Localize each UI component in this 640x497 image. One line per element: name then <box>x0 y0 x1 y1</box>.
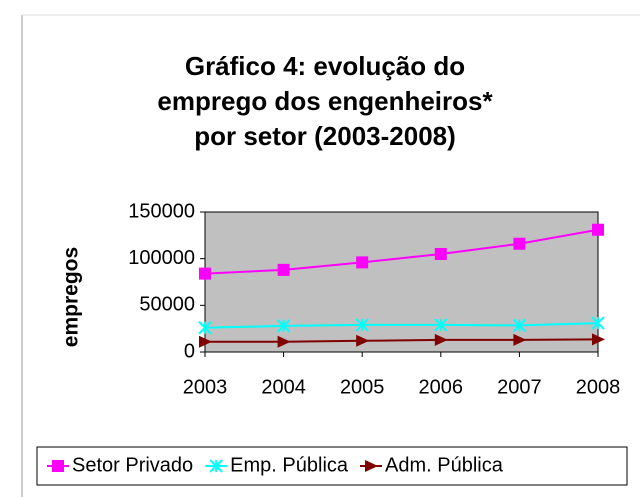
x-tick-label: 2007 <box>497 376 542 398</box>
marker <box>52 460 64 472</box>
chart-title: por setor (2003-2008) <box>194 121 456 151</box>
marker <box>513 333 527 346</box>
legend-label: Emp. Pública <box>230 454 349 476</box>
chart-title: Gráfico 4: evolução do <box>185 51 465 81</box>
x-tick-label: 2008 <box>576 376 621 398</box>
marker <box>198 321 212 335</box>
marker <box>513 237 526 250</box>
marker <box>434 248 447 260</box>
marker <box>276 319 291 333</box>
marker <box>434 318 448 332</box>
marker <box>355 318 369 332</box>
y-tick-label: 50000 <box>139 294 195 316</box>
x-tick-label: 2004 <box>261 376 306 398</box>
chart-title: emprego dos engenheiros* <box>157 86 493 116</box>
series-line <box>205 338 599 343</box>
series-line <box>204 228 599 275</box>
x-tick-label: 2003 <box>183 376 228 398</box>
legend <box>36 446 628 486</box>
x-tick-label: 2005 <box>340 376 385 398</box>
marker <box>199 335 212 348</box>
y-tick-label: 100000 <box>128 247 195 269</box>
marker <box>209 459 223 473</box>
marker <box>365 460 379 472</box>
legend-label: Adm. Pública <box>385 454 504 476</box>
x-tick-label: 2006 <box>419 376 464 398</box>
legend-label: Setor Privado <box>72 454 193 476</box>
marker <box>356 256 369 269</box>
marker <box>277 335 291 348</box>
marker <box>591 316 605 330</box>
marker <box>434 333 448 346</box>
plot-area <box>204 211 599 353</box>
marker <box>512 318 527 333</box>
y-tick-label: 0 <box>184 340 195 362</box>
y-tick-label: 150000 <box>128 200 195 222</box>
marker <box>199 267 211 280</box>
marker <box>592 333 605 346</box>
marker <box>356 334 370 347</box>
marker <box>592 223 604 236</box>
marker <box>277 263 290 276</box>
y-axis-label: empregos <box>60 247 83 347</box>
series-line <box>204 322 599 329</box>
